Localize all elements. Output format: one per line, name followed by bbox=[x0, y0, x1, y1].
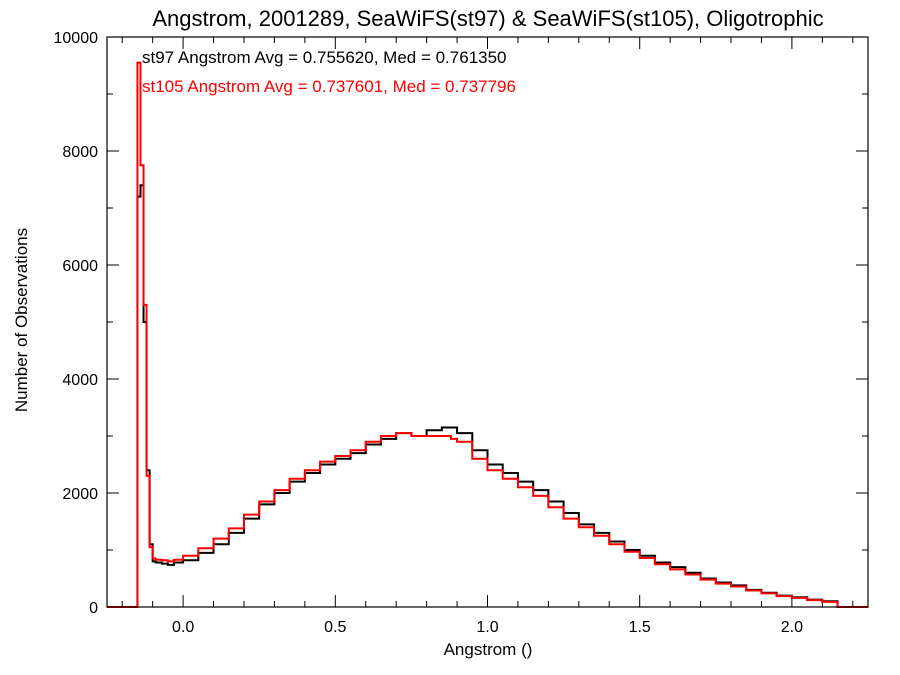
x-axis-title: Angstrom () bbox=[444, 640, 533, 659]
y-axis-title: Number of Observations bbox=[12, 228, 31, 412]
ticks-layer: 0.0 0.5 1.0 1.5 2.0 0 2000 4000 6000 8000 10000 bbox=[54, 30, 868, 636]
series-st97-line bbox=[107, 184, 868, 608]
series-layer bbox=[107, 61, 868, 608]
y-tick-label: 4000 bbox=[62, 372, 98, 389]
x-tick-label: 0.0 bbox=[172, 619, 194, 636]
y-tick-label: 10000 bbox=[54, 30, 99, 47]
y-tick-label: 0 bbox=[89, 600, 98, 617]
x-tick-label: 1.0 bbox=[476, 619, 498, 636]
y-tick-label: 2000 bbox=[62, 486, 98, 503]
series-st105-line bbox=[107, 61, 868, 608]
chart-title: Angstrom, 2001289, SeaWiFS(st97) & SeaWi… bbox=[152, 6, 823, 31]
x-tick-label: 2.0 bbox=[781, 619, 803, 636]
x-tick-label: 0.5 bbox=[324, 619, 346, 636]
annotation-st105: st105 Angstrom Avg = 0.737601, Med = 0.7… bbox=[142, 77, 516, 96]
annotation-st97: st97 Angstrom Avg = 0.755620, Med = 0.76… bbox=[142, 48, 507, 67]
x-tick-label: 1.5 bbox=[629, 619, 651, 636]
y-tick-label: 8000 bbox=[62, 144, 98, 161]
y-tick-label: 6000 bbox=[62, 258, 98, 275]
plot-frame bbox=[106, 36, 869, 608]
